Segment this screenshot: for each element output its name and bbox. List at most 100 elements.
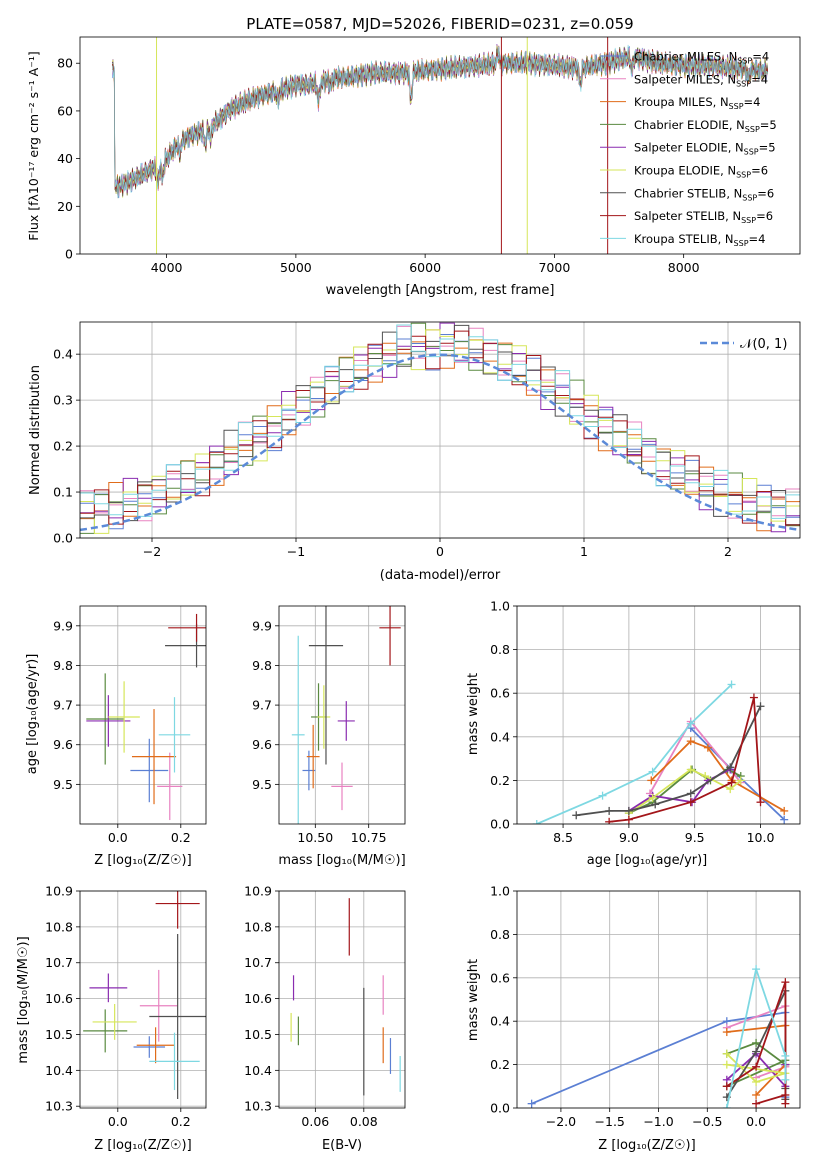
y-tick-label: 0.2	[490, 1057, 510, 1072]
legend-label: Chabrier ELODIE, NSSP=5	[634, 118, 777, 134]
spectrum-plot: 4000 5000 6000 7000 8000 0 20 40 60 80	[57, 36, 801, 275]
x-tick-label: −2	[143, 544, 161, 559]
y-tick-label: 10.4	[45, 1063, 73, 1078]
axes-frame	[79, 36, 801, 255]
errorbar-point	[108, 681, 140, 753]
x-tick-label: 9.5	[685, 830, 705, 845]
weight-series	[527, 965, 790, 1108]
spectrum-ylabel: Flux [fλ10⁻¹⁷ erg cm⁻² s⁻¹ A⁻¹]	[26, 51, 41, 240]
axes-frame	[79, 890, 207, 1109]
weight-line	[536, 683, 733, 824]
y-tick-label: 10.7	[244, 955, 272, 970]
y-tick-label: 0.4	[490, 1014, 510, 1029]
x-tick-label: 0.0	[108, 830, 128, 845]
errorbar-point	[136, 1027, 175, 1064]
weight-vs-age-ylabel: mass weight	[466, 673, 481, 755]
y-tick-label: 0.0	[53, 531, 73, 546]
weight-vs-age-plot: 8.5 9.0 9.5 10.0 0.0 0.2 0.4 0.6 0.8 1.0	[490, 599, 801, 845]
y-tick-label: 0.3	[53, 393, 73, 408]
weight-marker	[727, 778, 736, 787]
y-tick-label: 0	[65, 247, 73, 262]
weight-marker	[651, 800, 660, 809]
weight-marker	[752, 1077, 761, 1086]
legend-label: Kroupa MILES, NSSP=4	[634, 95, 760, 111]
weight-line	[628, 768, 742, 814]
weight-marker	[722, 1049, 731, 1058]
weight-marker	[781, 978, 790, 987]
mass-vs-ebv-panel: 0.06 0.08 10.3 10.4 10.5 10.6 10.7 10.8 10.9 E(B…	[244, 884, 406, 1153]
y-tick-label: 9.5	[53, 777, 73, 792]
weight-marker	[722, 1104, 731, 1108]
errorbar-point	[306, 724, 320, 789]
age-vs-z-panel: 0.0 0.2 9.5 9.6 9.7 9.8 9.9 Z [log₁₀(Z/Z☉)] ag…	[25, 605, 207, 868]
y-tick-label: 9.6	[53, 737, 73, 752]
errorbar-point	[149, 934, 206, 1100]
weight-line	[725, 965, 787, 1108]
y-tick-label: 0.4	[490, 729, 510, 744]
y-tick-label: 10.6	[45, 991, 73, 1006]
x-tick-label: 4000	[151, 260, 183, 275]
y-tick-label: 10.4	[244, 1063, 272, 1078]
y-tick-label: 1.0	[490, 599, 510, 614]
y-tick-label: 9.8	[53, 658, 73, 673]
grid	[517, 605, 800, 825]
errorbar-point	[291, 635, 305, 824]
weight-marker	[624, 815, 633, 824]
weight-marker	[527, 1099, 536, 1108]
y-tick-label: 10.6	[244, 991, 272, 1006]
errorbar-point	[149, 1032, 200, 1091]
mass-vs-z-xlabel: Z [log₁₀(Z/Z☉)]	[94, 1138, 191, 1153]
errorbar-point	[130, 738, 169, 803]
age-vs-mass-plot: 10.50 10.75 9.5 9.6 9.7 9.8 9.9	[252, 605, 406, 845]
weight-series	[532, 680, 789, 824]
errorbar-point	[379, 606, 401, 666]
weight-marker	[752, 1090, 761, 1099]
y-tick-label: 10.3	[244, 1099, 272, 1114]
weight-marker	[686, 719, 695, 728]
x-tick-label: 5000	[280, 260, 312, 275]
residuals-plot: −2 −1 0 1 2 0.0 0.1 0.2 0.3 0.4	[53, 321, 801, 559]
legend-label: Salpeter MILES, NSSP=4	[634, 72, 768, 88]
age-vs-z-ylabel: age [log₁₀(age/yr)]	[25, 654, 40, 775]
y-tick-label: 0.0	[490, 1101, 510, 1116]
axes-frame	[79, 605, 207, 825]
y-tick-label: 0.2	[53, 439, 73, 454]
weight-vs-age-xlabel: age [log₁₀(age/yr)]	[587, 853, 708, 868]
weight-marker	[749, 693, 758, 702]
weight-marker	[686, 737, 695, 746]
residuals-panel: −2 −1 0 1 2 0.0 0.1 0.2 0.3 0.4 𝒩(0, 1) (data-mod…	[28, 321, 801, 583]
weight-marker	[781, 1099, 790, 1108]
axes-frame	[516, 890, 801, 1109]
axes-frame	[516, 605, 801, 825]
weight-marker	[648, 793, 657, 802]
errorbar-point	[308, 606, 344, 765]
y-tick-label: 0.6	[490, 686, 510, 701]
y-tick-label: 0.0	[490, 817, 510, 832]
y-tick-label: 9.8	[252, 658, 272, 673]
x-tick-label: 7000	[538, 260, 570, 275]
y-tick-label: 0.6	[490, 970, 510, 985]
errorbars	[291, 606, 401, 824]
weight-marker	[726, 763, 735, 772]
weight-marker	[648, 767, 657, 776]
errorbar-point	[331, 762, 353, 811]
y-tick-label: 9.7	[252, 698, 272, 713]
weight-marker	[752, 1062, 761, 1071]
y-tick-label: 10.9	[244, 884, 272, 899]
weight-marker	[752, 965, 761, 974]
age-vs-z-xlabel: Z [log₁₀(Z/Z☉)]	[94, 853, 191, 868]
errorbar-point	[83, 1009, 128, 1053]
y-tick-label: 9.6	[252, 737, 272, 752]
histogram-step	[80, 324, 800, 538]
weight-marker	[647, 776, 656, 785]
x-tick-label: 0	[436, 544, 444, 559]
x-tick-label: 0.0	[108, 1114, 128, 1129]
y-tick-label: 10.8	[45, 919, 73, 934]
axes-frame	[278, 890, 406, 1109]
x-tick-label: −1.5	[595, 1114, 625, 1129]
weight-marker	[686, 798, 695, 807]
errorbar-point	[86, 673, 125, 765]
y-tick-label: 10.5	[244, 1027, 272, 1042]
legend-label: Kroupa ELODIE, NSSP=6	[634, 164, 768, 180]
